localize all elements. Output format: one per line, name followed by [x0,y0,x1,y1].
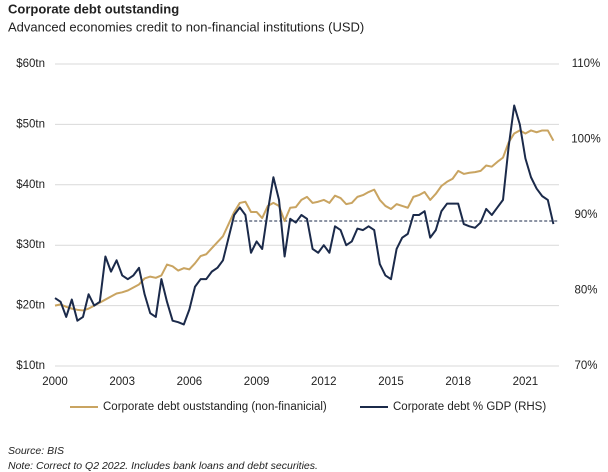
x-tick-label: 2000 [42,376,68,388]
series-line [54,129,555,312]
y2-tick-label: 80% [574,285,597,297]
y-tick-label: $60tn [16,58,45,70]
legend-label: Corporate debt ouststanding (non-finanic… [103,401,327,413]
y-tick-label: $20tn [16,300,45,312]
x-tick-label: 2018 [445,376,471,388]
y-tick-label: $10tn [16,360,45,372]
source: Source: BIS [8,445,64,457]
y-tick-label: $50tn [16,118,45,130]
x-tick-label: 2003 [109,376,135,388]
y2-tick-label: 70% [574,360,597,372]
x-tick-label: 2021 [513,376,539,388]
y-tick-label: $30tn [16,239,45,251]
chart-title: Corporate debt outstanding [8,1,179,16]
legend-label: Corporate debt % GDP (RHS) [393,401,546,413]
x-tick-label: 2015 [378,376,404,388]
y2-tick-label: 110% [572,58,601,70]
chart-subtitle: Advanced economies credit to non-financi… [8,19,364,34]
x-tick-label: 2012 [311,376,337,388]
x-tick-label: 2009 [244,376,270,388]
note: Note: Correct to Q2 2022. Includes bank … [8,460,318,472]
y2-tick-label: 90% [574,209,597,221]
y2-tick-label: 100% [571,134,600,146]
series-line [54,104,555,326]
x-tick-label: 2006 [177,376,203,388]
y-tick-label: $40tn [16,179,45,191]
